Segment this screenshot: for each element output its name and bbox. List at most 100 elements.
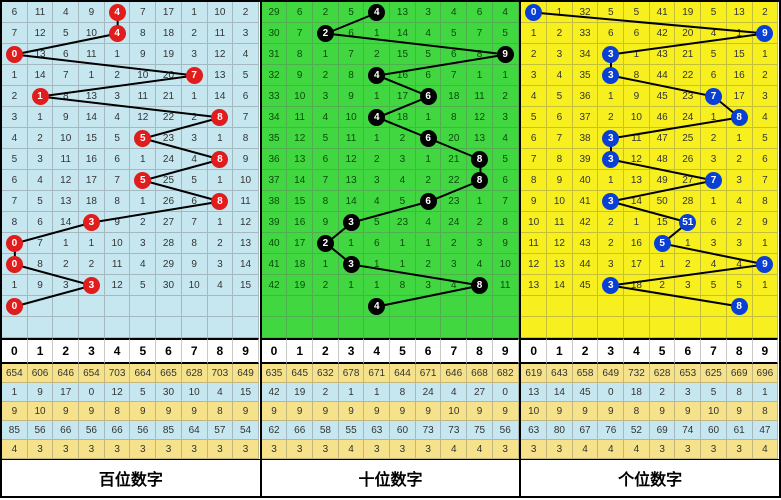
digit-header-cell: 0 — [521, 338, 547, 364]
grid-cell: 5 — [416, 44, 442, 65]
grid-cell — [262, 317, 288, 338]
grid-cell: 7 — [753, 170, 779, 191]
grid-row: 1233664220419 — [521, 23, 779, 44]
stats-cell: 19 — [287, 383, 313, 402]
grid-cell: 8 — [28, 254, 54, 275]
stats-cell: 9 — [650, 402, 676, 421]
grid-cell — [79, 317, 105, 338]
grid-cell: 48 — [650, 149, 676, 170]
stats-row: 109998991098 — [521, 402, 779, 421]
grid-cell: 7 — [701, 170, 727, 191]
grid-cell: 9 — [130, 44, 156, 65]
digit-header-cell: 5 — [130, 338, 156, 364]
grid-cell: 6 — [416, 128, 442, 149]
grid-cell: 34 — [573, 44, 599, 65]
stats-row: 13144501823581 — [521, 383, 779, 402]
grid-row: 318172155689 — [262, 44, 520, 65]
grid-cell: 38 — [573, 128, 599, 149]
ball-marker: 5 — [134, 130, 151, 147]
stats-row: 85566656665685645754 — [2, 421, 260, 440]
grid-cell: 40 — [573, 170, 599, 191]
ball-marker: 1 — [32, 88, 49, 105]
grid-cell: 45 — [573, 275, 599, 296]
grid-cell: 7 — [233, 107, 259, 128]
grid-cell — [130, 317, 156, 338]
ball-marker: 9 — [756, 256, 773, 273]
stats-cell: 654 — [79, 364, 105, 383]
stats-cell: 703 — [105, 364, 131, 383]
stats-cell: 8 — [105, 402, 131, 421]
grid-row: 45361945237173 — [521, 86, 779, 107]
stats-cell: 45 — [573, 383, 599, 402]
grid-cell: 15 — [650, 212, 676, 233]
stats-cell: 8 — [624, 402, 650, 421]
grid-cell: 35 — [262, 128, 288, 149]
grid-cell — [753, 296, 779, 317]
digit-header-cell: 1 — [287, 338, 313, 364]
grid-row: 329284166711 — [262, 65, 520, 86]
grid-cell — [467, 296, 493, 317]
grid-cell: 8 — [2, 212, 28, 233]
grid-cell — [441, 317, 467, 338]
grid-cell: 8 — [467, 149, 493, 170]
grid-cell: 22 — [675, 65, 701, 86]
grid-cell: 2 — [233, 2, 259, 23]
grid-row: 8 — [521, 296, 779, 317]
grid-cell: 3 — [182, 128, 208, 149]
grid-cell: 6 — [364, 233, 390, 254]
grid-cell: 41 — [573, 191, 599, 212]
grid-cell: 50 — [650, 191, 676, 212]
grid-cell: 7 — [547, 128, 573, 149]
stats-cell: 653 — [675, 364, 701, 383]
grid-cell: 2 — [416, 254, 442, 275]
grid-cell: 7 — [339, 44, 365, 65]
grid-cell: 1 — [313, 254, 339, 275]
grid-cell: 5 — [313, 128, 339, 149]
stats-cell: 2 — [313, 383, 339, 402]
grid-cell: 4 — [493, 128, 519, 149]
grid-cell — [493, 296, 519, 317]
grid-cell: 23 — [390, 212, 416, 233]
grid-cell: 22 — [156, 107, 182, 128]
grid-cell: 4 — [208, 275, 234, 296]
digit-header-cell: 7 — [701, 338, 727, 364]
grid-cell: 1 — [79, 233, 105, 254]
grid-row — [262, 317, 520, 338]
grid-cell: 5 — [547, 86, 573, 107]
grid-cell: 3 — [467, 233, 493, 254]
grid-cell: 3 — [416, 2, 442, 23]
grid-cell — [2, 317, 28, 338]
grid-cell — [156, 317, 182, 338]
stats-row: 62665855636073737556 — [262, 421, 520, 440]
grid-cell: 28 — [156, 233, 182, 254]
grid-cell: 7 — [441, 65, 467, 86]
grid-cell: 2 — [727, 149, 753, 170]
grid-cell: 10 — [287, 86, 313, 107]
stats-cell: 18 — [624, 383, 650, 402]
grid-cell: 4 — [105, 23, 131, 44]
grid-cell: 14 — [233, 254, 259, 275]
grid-cell: 33 — [573, 23, 599, 44]
digit-header-cell: 9 — [753, 338, 779, 364]
grid-cell: 17 — [156, 2, 182, 23]
grid-cell: 3 — [313, 86, 339, 107]
grid-cell: 1 — [727, 23, 753, 44]
ball-marker: 3 — [83, 277, 100, 294]
grid-cell: 17 — [727, 86, 753, 107]
grid-row: 64121775255110 — [2, 170, 260, 191]
grid-cell: 21 — [675, 44, 701, 65]
grid-cell: 1 — [130, 191, 156, 212]
panel-label: 个位数字 — [521, 459, 779, 496]
stats-cell: 24 — [416, 383, 442, 402]
stats-cell: 682 — [493, 364, 519, 383]
grid-cell: 27 — [156, 212, 182, 233]
grid-cell: 3 — [2, 107, 28, 128]
grid-cell: 2 — [650, 275, 676, 296]
stats-cell: 4 — [624, 440, 650, 459]
grid-cell: 21 — [156, 86, 182, 107]
grid-cell: 42 — [650, 23, 676, 44]
grid-cell: 17 — [287, 233, 313, 254]
stats-cell: 75 — [467, 421, 493, 440]
grid-cell: 1 — [364, 86, 390, 107]
stats-cell: 3 — [650, 440, 676, 459]
